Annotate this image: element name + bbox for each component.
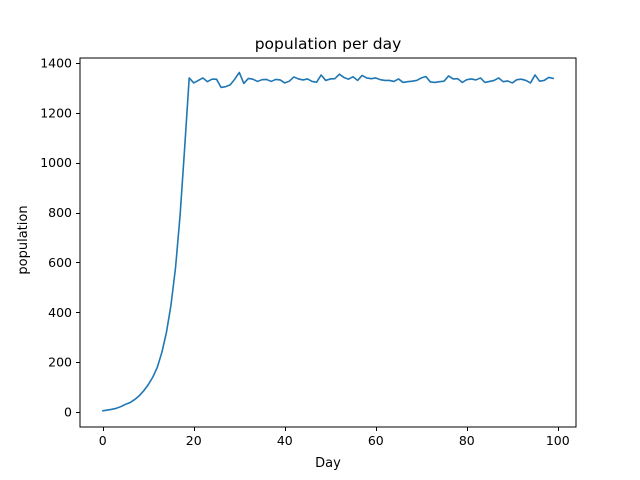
y-tick-label: 200	[48, 355, 72, 370]
plot-frame	[79, 57, 577, 428]
x-tick-label: 40	[277, 433, 293, 448]
x-axis-label: Day	[315, 456, 341, 471]
y-tick-label: 400	[48, 305, 72, 320]
y-tick-label: 800	[48, 205, 72, 220]
x-tick-label: 60	[368, 433, 384, 448]
series-line-0	[101, 71, 555, 412]
y-axis-label: population	[16, 205, 31, 274]
y-tick-label: 600	[48, 255, 72, 270]
x-tick-label: 0	[99, 433, 107, 448]
y-tick-label: 1200	[40, 105, 72, 120]
chart-title: population per day	[255, 35, 402, 53]
y-tick-label: 1000	[40, 155, 72, 170]
y-tick-label: 1400	[40, 55, 72, 70]
plot-area	[101, 71, 555, 412]
x-tick-label: 100	[546, 433, 570, 448]
x-tick-label: 80	[459, 433, 475, 448]
x-tick-label: 20	[186, 433, 202, 448]
y-tick-label: 0	[64, 405, 72, 420]
